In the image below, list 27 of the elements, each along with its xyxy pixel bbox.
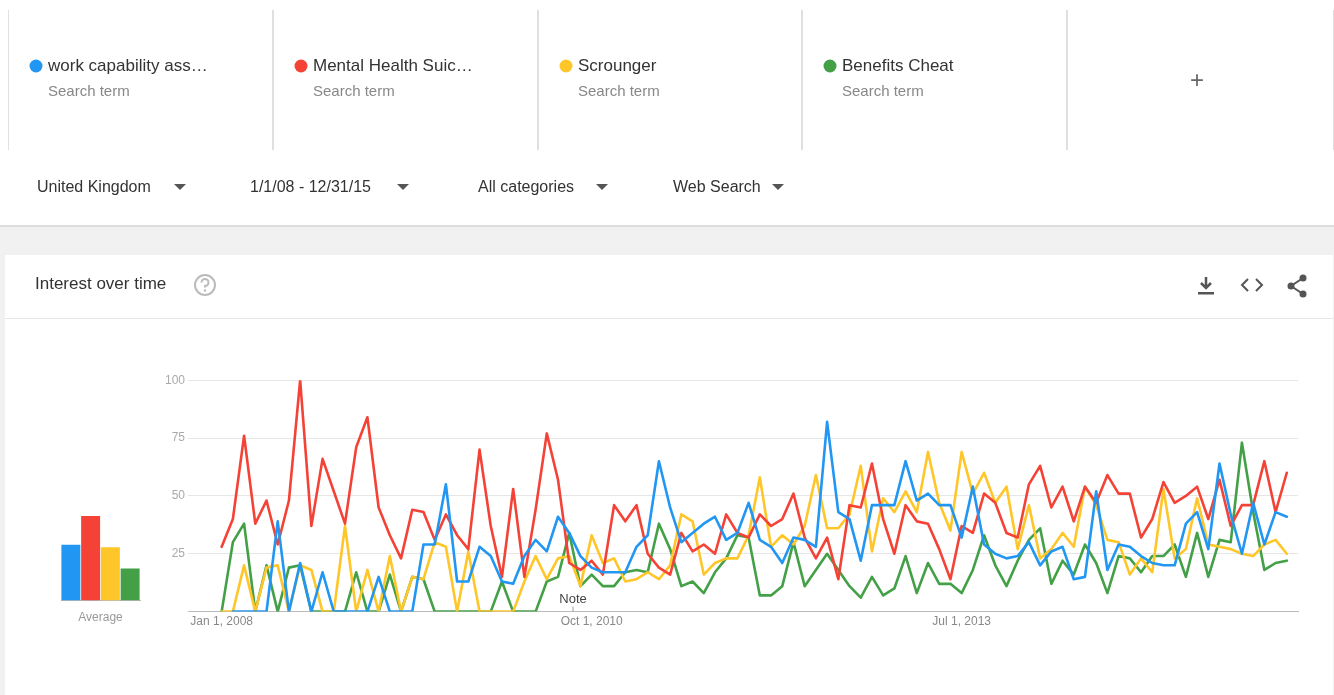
y-tick-label: 50 — [171, 488, 186, 503]
legend-label: Mental Health Suic… — [313, 56, 473, 76]
legend-label: work capability ass… — [48, 56, 208, 76]
text: Search term — [578, 82, 660, 99]
bar — [100, 547, 120, 601]
y-tick-label: 75 — [171, 430, 186, 445]
legend-label: Scrounger — [578, 56, 657, 76]
y-tick-label: 100 — [164, 372, 186, 387]
y-tick-label: 25 — [171, 546, 186, 561]
x-tick-label: Jul 1, 2013 — [932, 614, 992, 629]
bar — [120, 568, 140, 601]
text: Web Search — [673, 178, 761, 196]
text: United Kingdom — [37, 178, 151, 196]
annotation: Note — [559, 590, 587, 606]
text: All categories — [478, 178, 575, 196]
text: 1/1/08 - 12/31/15 — [250, 178, 371, 196]
text: + — [1190, 66, 1205, 94]
text: Search term — [313, 82, 395, 99]
x-axis-title: Average — [78, 610, 124, 625]
bar — [61, 544, 81, 601]
text: Search term — [842, 82, 924, 99]
x-tick-label: Jan 1, 2008 — [190, 614, 254, 629]
chart-title: Interest over time — [35, 274, 167, 294]
text: Search term — [48, 82, 130, 99]
bar — [81, 516, 101, 601]
x-tick-label: Oct 1, 2010 — [560, 614, 623, 629]
legend-label: Benefits Cheat — [842, 56, 954, 76]
